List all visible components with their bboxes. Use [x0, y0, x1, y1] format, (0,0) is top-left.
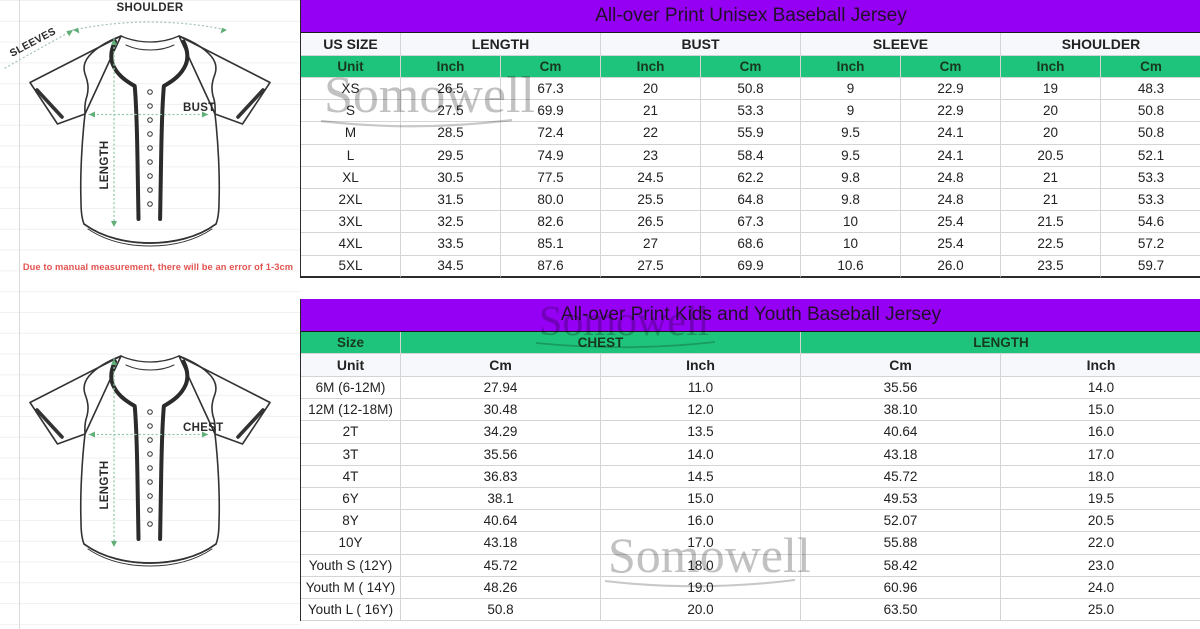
svg-text:LENGTH: LENGTH: [99, 460, 111, 509]
svg-text:BUST: BUST: [183, 102, 216, 114]
svg-text:Due to manual measurement, the: Due to manual measurement, there will be…: [23, 262, 293, 272]
svg-text:SLEEVES: SLEEVES: [8, 25, 58, 59]
svg-text:LENGTH: LENGTH: [99, 140, 111, 189]
svg-text:SHOULDER: SHOULDER: [117, 2, 184, 14]
